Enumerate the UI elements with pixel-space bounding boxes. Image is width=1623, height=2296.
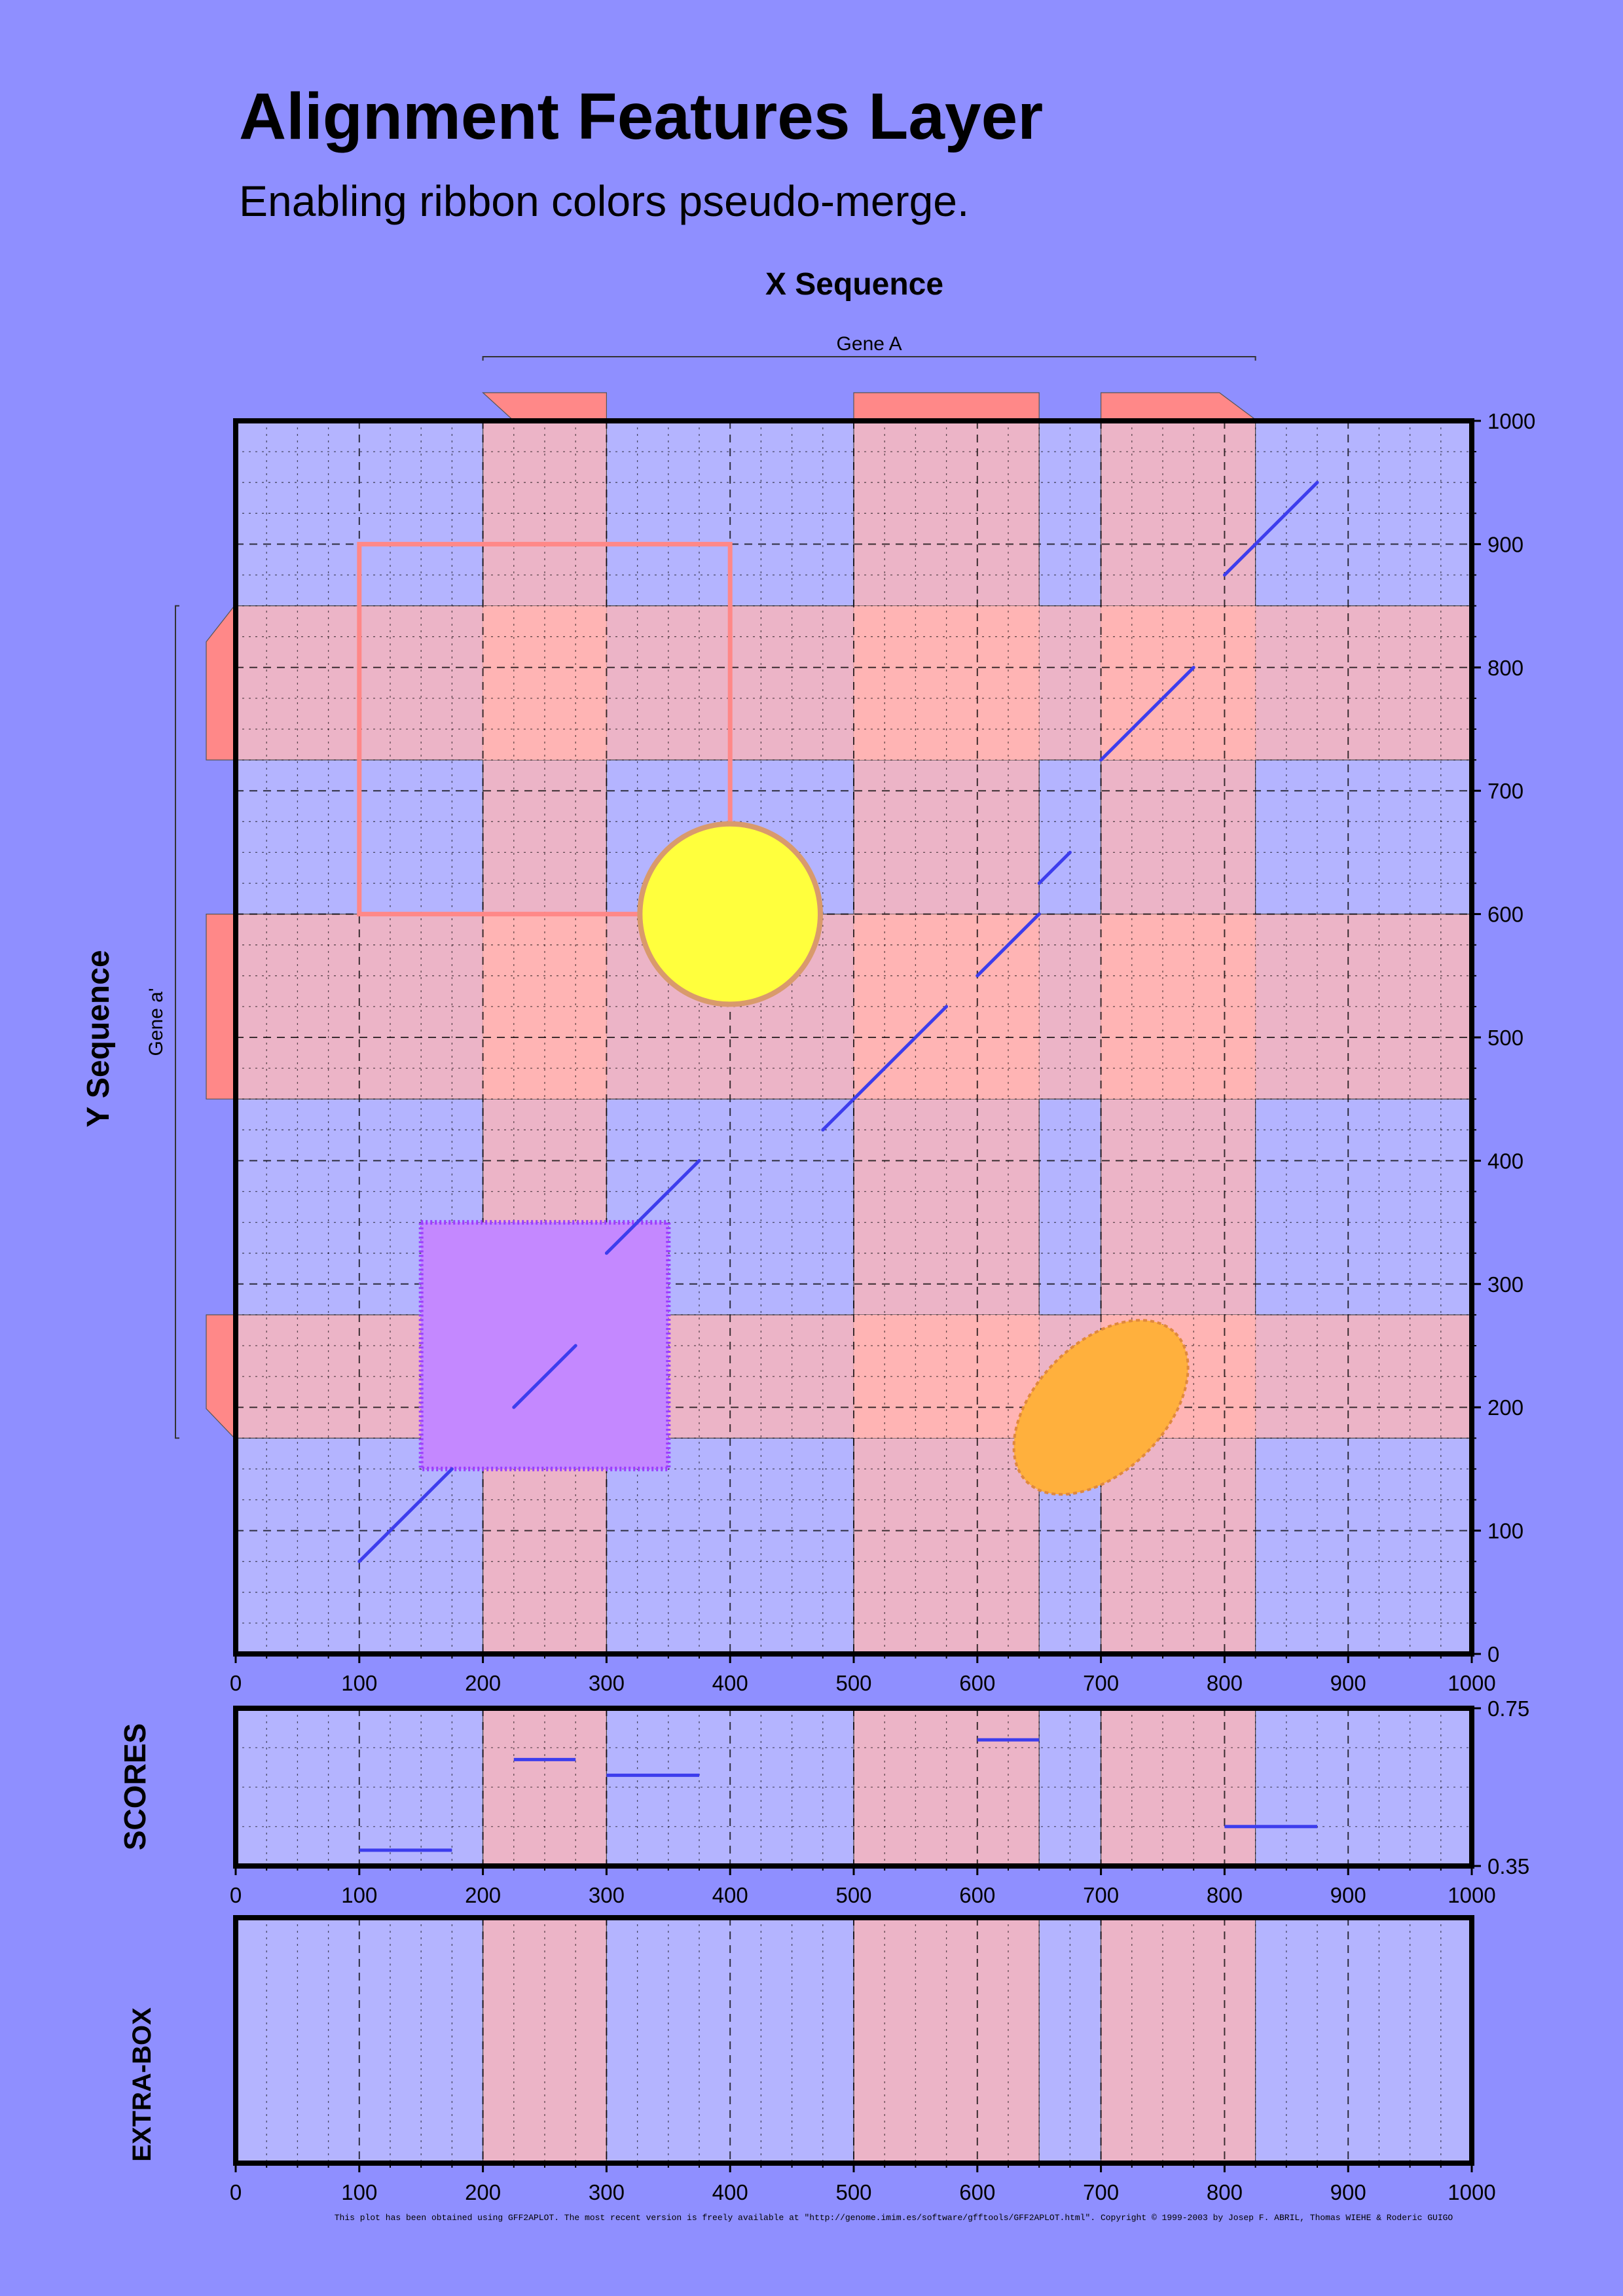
main-y-tick-label: 100 [1487, 1519, 1523, 1543]
y-gene-exon-tab [206, 913, 235, 1100]
y-gene-exon-tab [206, 1314, 235, 1439]
y-gene-exon-tab [206, 604, 235, 761]
alignment-segment [1099, 666, 1195, 762]
page-subtitle: Enabling ribbon colors pseudo-merge. [239, 177, 969, 225]
main-x-tick-label: 0 [230, 1671, 242, 1695]
main-x-tick-label: 800 [1207, 1671, 1243, 1695]
alignment-segment [821, 1005, 949, 1132]
scores-x-tick-label: 500 [835, 1883, 871, 1907]
main-x-tick-label: 100 [341, 1671, 377, 1695]
extra-x-tick-label: 200 [465, 2180, 501, 2204]
main-y-tick-label: 500 [1487, 1026, 1523, 1050]
extra-x-tick-label: 0 [230, 2180, 242, 2204]
alignment-segment [1037, 850, 1072, 885]
y-gene-bracket [175, 605, 179, 1439]
extra-x-tick-label: 600 [959, 2180, 995, 2204]
scores-x-tick-label: 800 [1207, 1883, 1243, 1907]
purple-dotted-box-shape [418, 1220, 671, 1471]
page-title: Alignment Features Layer [239, 80, 1043, 153]
extra-x-ribbon [1100, 1917, 1256, 2164]
scores-x-tick-label: 200 [465, 1883, 501, 1907]
main-y-tick-label: 200 [1487, 1395, 1523, 1420]
x-gene-bracket [482, 356, 1256, 361]
extra-x-tick-label: 300 [589, 2180, 625, 2204]
scores-x-tick-label: 900 [1330, 1883, 1366, 1907]
extra-box-panel-title: EXTRA-BOX [128, 2007, 156, 2162]
extra-x-tick-label: 700 [1083, 2180, 1119, 2204]
scores-x-tick-label: 100 [341, 1883, 377, 1907]
extra-x-ribbon [482, 1917, 607, 2164]
main-y-tick-label: 300 [1487, 1272, 1523, 1297]
scores-y-tick-label: 0.35 [1487, 1854, 1529, 1878]
square-outline-shape [357, 541, 733, 917]
x-gene-exon-tab [482, 392, 608, 420]
alignment-segment [1222, 480, 1319, 577]
yellow-circle-shape [637, 821, 824, 1007]
main-y-tick-label: 600 [1487, 903, 1523, 927]
scores-x-tick-label: 400 [712, 1883, 748, 1907]
extra-x-tick-label: 400 [712, 2180, 748, 2204]
alignment-segment [604, 1158, 701, 1255]
extra-x-tick-label: 100 [341, 2180, 377, 2204]
extra-x-tick-label: 900 [1330, 2180, 1366, 2204]
orange-ellipse-shape [1012, 1319, 1190, 1496]
extra-x-ribbon [853, 1917, 1040, 2164]
x-gene-exon-tab [1100, 392, 1257, 420]
alignment-segment [976, 912, 1041, 978]
scores-panel-title: SCORES [118, 1723, 152, 1850]
y-axis-title: Y Sequence [81, 950, 116, 1127]
scores-x-tick-label: 700 [1083, 1883, 1119, 1907]
scores-x-tick-label: 600 [959, 1883, 995, 1907]
scores-y-tick-label: 0.75 [1487, 1696, 1529, 1721]
main-y-tick-label: 0 [1487, 1642, 1499, 1666]
scores-x-tick-label: 0 [230, 1883, 242, 1907]
extra-x-tick-label: 500 [835, 2180, 871, 2204]
main-y-tick-label: 900 [1487, 532, 1523, 556]
main-x-tick-label: 900 [1330, 1671, 1366, 1695]
footer-credits: This plot has been obtained using GFF2AP… [335, 2213, 1453, 2223]
extra-x-tick-label: 1000 [1448, 2180, 1495, 2204]
main-x-tick-label: 300 [589, 1671, 625, 1695]
main-x-tick-label: 1000 [1448, 1671, 1495, 1695]
main-x-tick-label: 700 [1083, 1671, 1119, 1695]
x-axis-title: X Sequence [765, 267, 943, 302]
scores-x-tick-label: 300 [589, 1883, 625, 1907]
main-y-tick-label: 400 [1487, 1149, 1523, 1173]
main-x-tick-label: 200 [465, 1671, 501, 1695]
main-y-tick-label: 800 [1487, 656, 1523, 680]
plot-layers: Gene A Gene a' 0 100 200 300 400 500 600 700 800 90… [145, 333, 1535, 2204]
main-y-tick-label: 1000 [1487, 409, 1535, 433]
main-x-tick-label: 600 [959, 1671, 995, 1695]
main-y-tick-label: 700 [1487, 779, 1523, 803]
main-x-tick-label: 400 [712, 1671, 748, 1695]
alignment-segment [357, 1467, 454, 1564]
main-x-tick-label: 500 [835, 1671, 871, 1695]
x-gene-exon-tab [853, 392, 1040, 420]
scores-x-tick-label: 1000 [1448, 1883, 1495, 1907]
x-gene-label: Gene A [837, 333, 902, 355]
alignment-segment [512, 1344, 577, 1409]
extra-x-tick-label: 800 [1207, 2180, 1243, 2204]
y-gene-label: Gene a' [145, 988, 167, 1056]
